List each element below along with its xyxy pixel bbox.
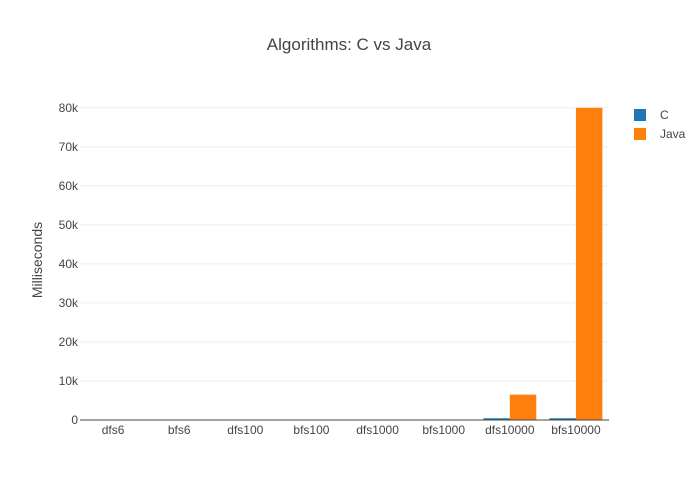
y-tick-label: 40k [59,257,79,271]
y-axis-label: Milliseconds [29,222,45,298]
bar-c-bfs10000[interactable] [549,418,576,420]
y-tick-label: 80k [59,101,79,115]
legend-swatch-java[interactable] [634,128,646,140]
x-tick-label: bfs6 [168,423,191,437]
gridlines [80,107,609,382]
x-axis-ticks: dfs6 bfs6 dfs100 bfs100 dfs1000 bfs1000 dfs100… [102,423,601,437]
bar-java-bfs10000[interactable] [575,107,603,421]
bars[interactable] [218,107,603,421]
legend[interactable]: C Java [634,108,686,141]
bar-java-dfs10000[interactable] [509,394,537,420]
legend-label-c[interactable]: C [660,108,669,122]
x-tick-label: dfs10000 [485,423,535,437]
y-tick-label: 30k [59,296,79,310]
y-axis-ticks: 0 10k 20k 30k 40k 50k 60k 70k 80k [59,101,79,427]
y-tick-label: 50k [59,218,79,232]
y-tick-label: 10k [59,374,79,388]
legend-label-java[interactable]: Java [660,127,686,141]
x-tick-label: dfs1000 [356,423,399,437]
chart-title: Algorithms: C vs Java [267,35,432,54]
x-tick-label: dfs6 [102,423,125,437]
x-tick-label: dfs100 [227,423,263,437]
x-tick-label: bfs100 [293,423,329,437]
x-tick-label: bfs10000 [551,423,601,437]
x-tick-label: bfs1000 [422,423,465,437]
y-tick-label: 70k [59,140,79,154]
bar-c-dfs10000[interactable] [483,418,510,420]
legend-swatch-c[interactable] [634,109,646,121]
y-tick-label: 60k [59,179,79,193]
y-tick-label: 0 [71,413,78,427]
y-tick-label: 20k [59,335,79,349]
